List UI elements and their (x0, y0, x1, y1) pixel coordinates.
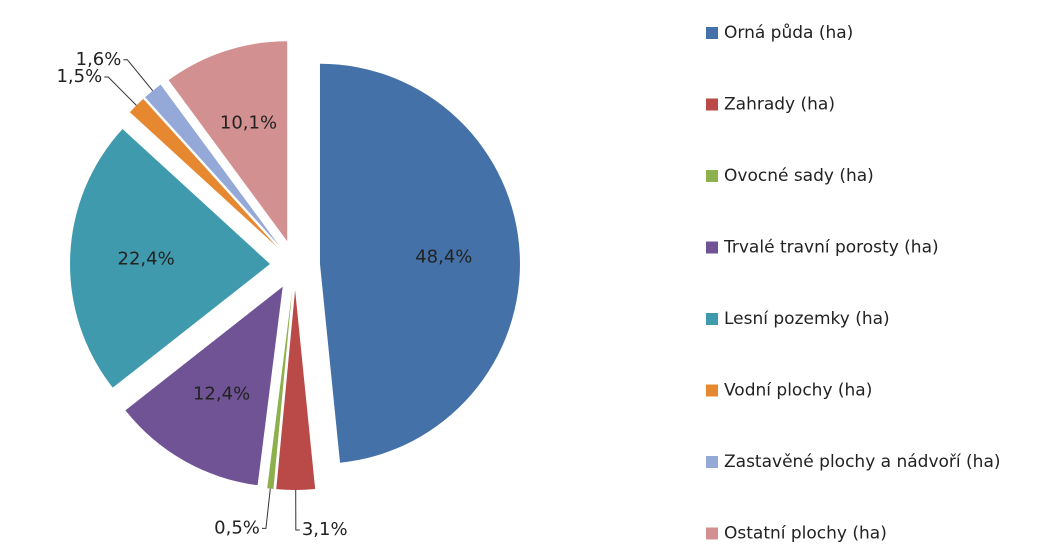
legend-swatch (706, 313, 718, 325)
legend-swatch (706, 527, 718, 540)
data-label: 10,1% (220, 112, 277, 133)
pie-slice (145, 84, 280, 246)
legend-swatch (706, 170, 718, 182)
legend-label: Orná půda (ha) (724, 23, 853, 43)
data-label: 22,4% (118, 248, 175, 269)
legend-label: Ovocné sady (ha) (724, 166, 874, 186)
data-label: 1,5% (56, 66, 102, 87)
legend-swatch (706, 98, 718, 111)
legend-label: Zahrady (ha) (724, 95, 835, 115)
pie-slice (70, 128, 271, 388)
pie-slice (168, 41, 288, 242)
leader-line (123, 59, 154, 92)
legend-swatch (706, 456, 718, 468)
data-label: 1,6% (76, 49, 122, 70)
pie-slice (267, 289, 293, 489)
data-label: 3,1% (302, 519, 348, 540)
legend-swatch (706, 27, 718, 39)
legend-label: Ostatní plochy (ha) (724, 524, 887, 544)
pie-slice (129, 98, 278, 248)
pie-slice (276, 289, 316, 490)
legend-label: Trvalé travní porosty (ha) (723, 238, 939, 258)
legend-label: Lesní pozemky (ha) (724, 309, 890, 329)
data-label: 48,4% (415, 247, 472, 268)
legend-swatch (706, 241, 718, 254)
leader-line (295, 489, 300, 531)
pie-slice (319, 63, 520, 463)
legend-swatch (706, 384, 718, 397)
legend-label: Vodní plochy (ha) (724, 381, 872, 401)
data-label: 0,5% (214, 517, 260, 538)
data-label: 12,4% (193, 384, 250, 405)
leader-line (261, 488, 271, 529)
pie-slice (125, 286, 283, 486)
leader-line (104, 76, 137, 106)
legend-label: Zastavěné plochy a nádvoří (ha) (724, 452, 1001, 472)
